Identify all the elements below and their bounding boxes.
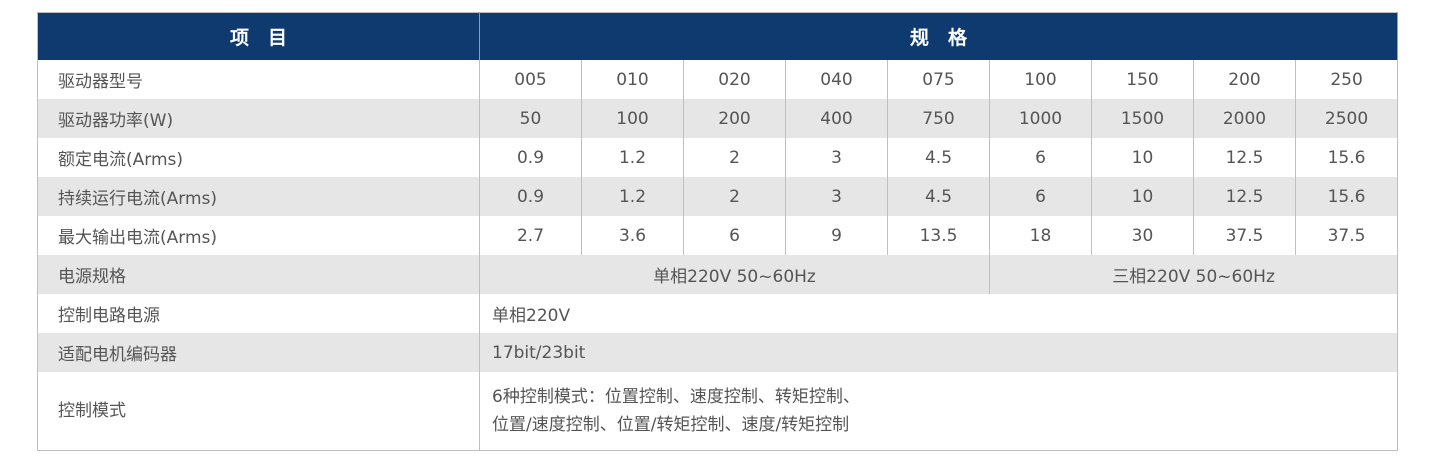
table-cell: 750 — [887, 99, 990, 138]
header-row: 项 目 规 格 — [37, 12, 1399, 60]
modes-value: 6种控制模式：位置控制、速度控制、转矩控制、 位置/速度控制、位置/转矩控制、速度… — [478, 372, 1398, 451]
table-row: 驱动器型号 005 010 020 040 075 100 150 200 250 — [38, 60, 1398, 99]
table-cell: 6 — [683, 216, 786, 255]
encoder-row: 适配电机编码器 17bit/23bit — [37, 333, 1398, 372]
power-row: 电源规格 单相220V 50~60Hz 三相220V 50~60Hz — [37, 255, 1398, 294]
table-cell: 400 — [785, 99, 888, 138]
table-cell: 15.6 — [1294, 177, 1398, 216]
row-label: 适配电机编码器 — [37, 333, 480, 372]
table-cell: 3 — [785, 138, 888, 177]
table-cell: 4.5 — [887, 177, 990, 216]
table-cell: 040 — [785, 60, 888, 99]
table-cell: 250 — [1294, 60, 1398, 99]
table-cell: 1500 — [1091, 99, 1194, 138]
single-phase-cell: 单相220V 50~60Hz — [479, 255, 990, 294]
table-cell: 1000 — [989, 99, 1092, 138]
table-cell: 2.7 — [479, 216, 582, 255]
row-label: 控制模式 — [58, 401, 126, 421]
table-cell: 10 — [1091, 138, 1194, 177]
table-cell: 150 — [1091, 60, 1194, 99]
modes-row: 控制模式 6种控制模式：位置控制、速度控制、转矩控制、 位置/速度控制、位置/转矩控… — [38, 372, 1398, 451]
table-row: 驱动器功率(W) 50 100 200 400 750 1000 1500 2000 2500 — [37, 99, 1398, 138]
table-cell: 12.5 — [1193, 177, 1296, 216]
table-cell: 10 — [1091, 177, 1194, 216]
encoder-value: 17bit/23bit — [478, 333, 1398, 372]
table-cell: 4.5 — [887, 138, 990, 177]
table-cell: 2000 — [1193, 99, 1296, 138]
table-cell: 50 — [479, 99, 582, 138]
table-row: 最大输出电流(Arms) 2.7 3.6 6 9 13.5 18 30 37.5 37.5 — [38, 216, 1398, 255]
control-power-row: 控制电路电源 单相220V — [38, 294, 1398, 333]
table-cell: 12.5 — [1193, 138, 1296, 177]
row-label: 驱动器功率(W) — [37, 99, 480, 138]
table-cell: 075 — [887, 60, 990, 99]
header-item: 项 目 — [37, 12, 480, 60]
table-cell: 1.2 — [581, 177, 684, 216]
table-cell: 9 — [785, 216, 888, 255]
table-cell: 2 — [683, 138, 786, 177]
row-label: 控制电路电源 — [58, 306, 160, 326]
modes-line-1: 6种控制模式：位置控制、速度控制、转矩控制、 — [492, 387, 860, 407]
table-cell: 30 — [1091, 216, 1194, 255]
table-cell: 18 — [989, 216, 1092, 255]
table-cell: 0.9 — [479, 177, 582, 216]
table-cell: 15.6 — [1294, 138, 1398, 177]
header-spec: 规 格 — [479, 12, 1399, 60]
control-power-value: 单相220V — [478, 294, 1398, 333]
table-row: 持续运行电流(Arms) 0.9 1.2 2 3 4.5 6 10 12.5 15.6 — [37, 177, 1398, 216]
table-cell: 6 — [989, 177, 1092, 216]
modes-line-2: 位置/速度控制、位置/转矩控制、速度/转矩控制 — [492, 415, 850, 435]
row-label: 驱动器型号 — [58, 72, 143, 92]
table-cell: 2500 — [1294, 99, 1398, 138]
row-label: 电源规格 — [37, 255, 480, 294]
table-cell: 1.2 — [581, 138, 684, 177]
table-cell: 0.9 — [479, 138, 582, 177]
table-cell: 2 — [683, 177, 786, 216]
row-label: 额定电流(Arms) — [58, 150, 184, 170]
table-cell: 37.5 — [1193, 216, 1296, 255]
table-cell: 3 — [785, 177, 888, 216]
spec-table: 项 目 规 格 驱动器型号 005 010 020 040 075 100 150 200 250… — [37, 12, 1399, 451]
three-phase-cell: 三相220V 50~60Hz — [988, 255, 1398, 294]
table-cell: 100 — [581, 99, 684, 138]
row-label: 持续运行电流(Arms) — [37, 177, 480, 216]
table-cell: 005 — [479, 60, 582, 99]
row-label: 最大输出电流(Arms) — [58, 228, 218, 248]
table-cell: 37.5 — [1294, 216, 1398, 255]
table-cell: 200 — [1193, 60, 1296, 99]
table-row: 额定电流(Arms) 0.9 1.2 2 3 4.5 6 10 12.5 15.6 — [38, 138, 1398, 177]
table-cell: 100 — [989, 60, 1092, 99]
table-cell: 3.6 — [581, 216, 684, 255]
table-cell: 6 — [989, 138, 1092, 177]
table-cell: 010 — [581, 60, 684, 99]
table-cell: 020 — [683, 60, 786, 99]
table-cell: 13.5 — [887, 216, 990, 255]
table-cell: 200 — [683, 99, 786, 138]
